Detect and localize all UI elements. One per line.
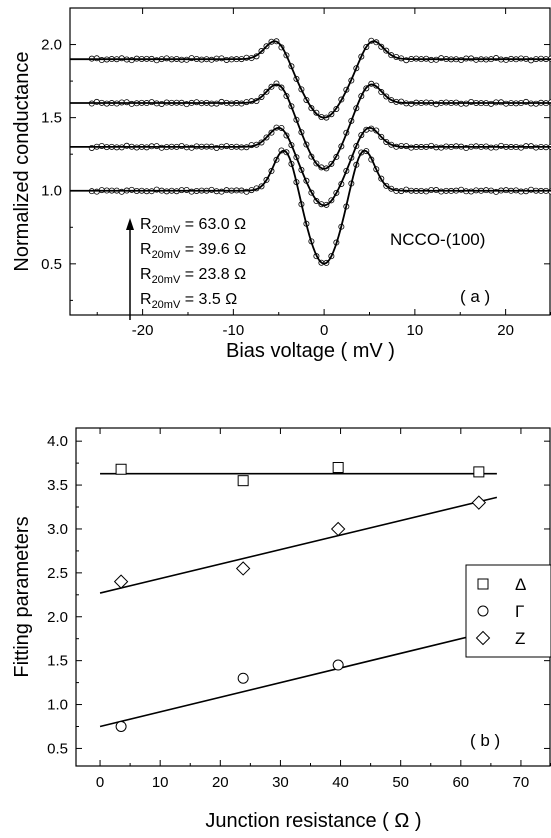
- x-tick-label: 0: [320, 322, 328, 339]
- resistance-value: = 39.6 Ω: [180, 241, 246, 258]
- data-point: [473, 466, 485, 478]
- plot-area: [70, 37, 551, 266]
- resistance-subscript: 20mV: [152, 249, 181, 261]
- data-point: [115, 720, 127, 732]
- y-tick-label: 2.0: [41, 37, 62, 54]
- y-axis-title: Normalized conductance: [11, 51, 33, 271]
- data-point: [332, 659, 344, 671]
- legend-label: Δ: [515, 575, 526, 594]
- data-point: [237, 672, 249, 684]
- conductance-series-2: [70, 124, 551, 208]
- panel-a-conductance-chart: -20 -10 0 10 20 0.5 1.0 1.5 2.0 Bias voltage ( mV…: [11, 7, 551, 362]
- conductance-series-0: [70, 37, 551, 121]
- series-1: [99, 629, 498, 732]
- resistance-symbol: R: [140, 291, 152, 308]
- data-point: [237, 475, 249, 487]
- y-axis-title: Fitting parameters: [11, 516, 33, 677]
- resistance-label: R20mV = 3.5 Ω: [140, 291, 237, 311]
- x-tick-label: 50: [392, 774, 409, 791]
- y-tick-label: 1.5: [47, 653, 68, 670]
- increase-arrow-head: [126, 218, 134, 230]
- x-tick-label: 10: [407, 322, 424, 339]
- data-point: [128, 186, 135, 193]
- fit-line: [99, 496, 498, 594]
- legend-marker: [475, 630, 491, 646]
- data-point: [113, 574, 129, 589]
- legend: ΔΓZ: [465, 564, 551, 658]
- resistance-value: = 23.8 Ω: [180, 266, 246, 283]
- data-point: [158, 144, 165, 151]
- resistance-value: = 3.5 Ω: [180, 291, 237, 308]
- x-tick-label: 10: [152, 774, 169, 791]
- x-axis-title: Bias voltage ( mV ): [226, 340, 395, 362]
- y-tick-label: 3.0: [47, 521, 68, 538]
- y-tick-label: 2.0: [47, 609, 68, 626]
- data-point: [332, 462, 344, 474]
- legend-marker: [477, 578, 489, 590]
- panel-label-a: ( a ): [460, 287, 490, 306]
- x-tick-label: 70: [513, 774, 530, 791]
- resistance-label: R20mV = 23.8 Ω: [140, 266, 246, 286]
- series-0: [100, 462, 497, 487]
- resistance-symbol: R: [140, 241, 152, 258]
- x-tick-label: -20: [132, 322, 154, 339]
- y-tick-label: 4.0: [47, 433, 68, 450]
- fit-line: [99, 629, 498, 728]
- legend-label: Γ: [515, 602, 524, 621]
- y-tick-label: 3.5: [47, 477, 68, 494]
- x-tick-label: 40: [332, 774, 349, 791]
- resistance-subscript: 20mV: [152, 224, 181, 236]
- y-tick-label: 1.0: [41, 183, 62, 200]
- data-point: [471, 495, 487, 510]
- resistance-subscript: 20mV: [152, 299, 181, 311]
- x-tick-label: 0: [96, 774, 104, 791]
- fit-line: [70, 40, 551, 119]
- x-tick-label: 20: [212, 774, 229, 791]
- y-tick-label: 1.5: [41, 110, 62, 127]
- x-tick-label: 30: [272, 774, 289, 791]
- fit-line: [70, 83, 551, 170]
- series-2: [99, 495, 498, 594]
- plot-frame: [69, 7, 551, 316]
- data-point: [118, 55, 125, 62]
- x-tick-label: 20: [497, 322, 514, 339]
- y-tick-label: 2.5: [47, 565, 68, 582]
- legend-label: Z: [515, 629, 525, 648]
- x-axis-title: Junction resistance ( Ω ): [205, 810, 421, 832]
- legend-marker: [477, 605, 489, 617]
- resistance-symbol: R: [140, 216, 152, 233]
- data-point: [98, 142, 105, 149]
- y-tick-label: 1.0: [47, 697, 68, 714]
- x-tick-label: 60: [452, 774, 469, 791]
- data-point: [330, 521, 346, 537]
- resistance-subscript: 20mV: [152, 274, 181, 286]
- sample-label: NCCO-(100): [390, 230, 485, 249]
- panel-label-b: ( b ): [470, 731, 500, 750]
- fit-line: [70, 126, 551, 207]
- resistance-label: R20mV = 39.6 Ω: [140, 241, 246, 261]
- fit-line: [70, 149, 551, 265]
- resistance-symbol: R: [140, 266, 152, 283]
- resistance-value: = 63.0 Ω: [180, 216, 246, 233]
- conductance-series-1: [70, 80, 551, 172]
- y-tick-label: 0.5: [47, 740, 68, 757]
- conductance-series-3: [70, 147, 551, 266]
- y-tick-label: 0.5: [41, 256, 62, 273]
- data-point: [235, 561, 251, 576]
- resistance-label: R20mV = 63.0 Ω: [140, 216, 246, 236]
- data-point: [115, 463, 127, 475]
- panel-b-fitting-parameters-chart: 0 10 20 30 40 50 60 70 0.5 1.0 1.5 2.0 2.5 3.0 3.5 4.0 J…: [11, 427, 551, 832]
- x-tick-label: -10: [223, 322, 245, 339]
